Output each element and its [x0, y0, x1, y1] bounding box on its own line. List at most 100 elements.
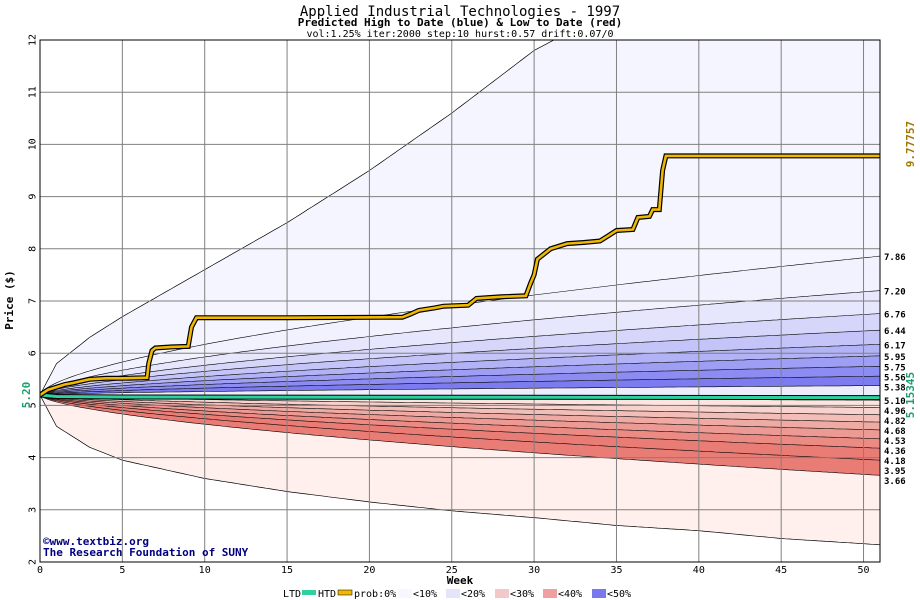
band-red-outer — [40, 395, 880, 545]
right-value-label: 5.75 — [884, 363, 906, 373]
band-blue-2 — [40, 313, 880, 395]
y-tick-label-9: 9 — [28, 194, 39, 200]
band-blue-4 — [40, 344, 880, 395]
htd-line — [40, 154, 880, 397]
band-red-7 — [40, 395, 880, 476]
legend-swatch-4 — [592, 589, 606, 598]
x-tick-label-5: 5 — [119, 565, 125, 576]
contour-line-14 — [40, 394, 880, 440]
start-price-label: 5.20 — [20, 382, 33, 409]
contour-line-17 — [40, 394, 880, 476]
contour-line-8 — [40, 385, 880, 396]
y-tick-label-11: 11 — [28, 86, 39, 98]
right-value-label: 3.95 — [884, 467, 906, 477]
band-blue-3 — [40, 330, 880, 395]
y-axis-label: Price ($) — [3, 270, 16, 330]
chart-params: vol:1.25% iter:2000 step:10 hurst:0.57 d… — [306, 29, 613, 40]
high-envelope-line — [40, 40, 555, 396]
plot-frame — [39, 39, 881, 563]
right-value-label: 4.53 — [884, 437, 906, 447]
footer-link[interactable]: ©www.textbiz.org — [43, 535, 149, 548]
y-tick-label-6: 6 — [28, 350, 39, 356]
legend-bin-2: <30% — [510, 589, 534, 600]
legend-htd-label: HTD — [318, 589, 336, 600]
band-red-2 — [40, 395, 880, 423]
right-value-label: 5.95 — [884, 353, 906, 363]
contour-line-4 — [40, 344, 880, 396]
band-blue-6 — [40, 366, 880, 395]
y-tick-label-7: 7 — [28, 298, 39, 304]
legend-bin-0: <10% — [413, 589, 437, 600]
contour-line-16 — [40, 394, 880, 461]
right-value-label: 4.36 — [884, 447, 906, 457]
right-value-label: 7.20 — [884, 288, 906, 298]
contour-line-1 — [40, 290, 880, 396]
contour-line-6 — [40, 366, 880, 396]
x-tick-label-25: 25 — [446, 565, 458, 576]
band-blue-7 — [40, 376, 880, 395]
band-blue-5 — [40, 355, 880, 395]
right-value-label: 5.10 — [884, 397, 906, 407]
x-axis-label: Week — [447, 574, 474, 587]
right-value-label: 4.68 — [884, 427, 906, 437]
x-tick-label-40: 40 — [693, 565, 705, 576]
legend-bin-4: <50% — [607, 589, 631, 600]
right-value-label: 4.82 — [884, 417, 906, 427]
band-red-5 — [40, 395, 880, 449]
contour-line-5 — [40, 355, 880, 396]
legend-htd-swatch — [337, 589, 353, 596]
chart-title: Applied Industrial Technologies - 1997 — [300, 4, 620, 20]
right-value-label: 5.56 — [884, 373, 906, 383]
x-tick-label-50: 50 — [858, 565, 870, 576]
low-envelope-line — [40, 394, 880, 546]
contour-line-2 — [40, 313, 880, 396]
ltd-line — [40, 393, 880, 400]
legend-bin-3: <40% — [558, 589, 582, 600]
legend: LTD HTD prob:0% <10% <20% <30% <40% <50% — [283, 589, 631, 600]
contour-line-12 — [40, 394, 880, 423]
legend-ltd-label: LTD — [283, 589, 301, 600]
x-tick-label-30: 30 — [528, 565, 540, 576]
y-tick-label-10: 10 — [28, 138, 39, 150]
band-red-4 — [40, 395, 880, 439]
x-tick-label-15: 15 — [281, 565, 293, 576]
x-tick-label-0: 0 — [37, 565, 43, 576]
legend-swatch-0 — [398, 589, 412, 598]
band-blue-0 — [40, 256, 880, 395]
contour-line-11 — [40, 394, 880, 416]
legend-swatch-3 — [543, 589, 557, 598]
right-value-label: 6.76 — [884, 311, 906, 321]
right-value-label: 5.38 — [884, 383, 906, 393]
y-tick-label-5: 5 — [28, 402, 39, 408]
footer-org: The Research Foundation of SUNY — [43, 546, 249, 559]
y-tick-label-4: 4 — [28, 455, 39, 461]
right-value-label: 7.86 — [884, 253, 906, 263]
legend-ltd-swatch — [302, 590, 316, 595]
contour-line-15 — [40, 394, 880, 449]
right-value-label: 6.17 — [884, 341, 906, 351]
right-value-label: 4.96 — [884, 407, 906, 417]
band-red-3 — [40, 395, 880, 430]
x-tick-label-45: 45 — [775, 565, 787, 576]
plot-area: 0 5 10 15 20 25 30 35 40 45 50234567891011127.867.… — [28, 34, 907, 576]
legend-swatch-2 — [495, 589, 509, 598]
band-red-6 — [40, 395, 880, 461]
right-value-label: 3.66 — [884, 477, 906, 487]
y-tick-label-3: 3 — [28, 507, 39, 513]
y-tick-label-8: 8 — [28, 246, 39, 252]
htd-final-label: 9.77757 — [904, 121, 917, 167]
legend-swatch-1 — [446, 589, 460, 598]
contour-line-7 — [40, 375, 880, 396]
chart-subtitle: Predicted High to Date (blue) & Low to D… — [298, 16, 623, 29]
x-tick-label-35: 35 — [610, 565, 622, 576]
right-value-label: 6.44 — [884, 327, 906, 337]
x-tick-label-10: 10 — [199, 565, 211, 576]
band-blue-outer — [40, 40, 880, 395]
legend-bin-1: <20% — [461, 589, 485, 600]
legend-prob-label: prob:0% — [354, 589, 396, 600]
contour-line-13 — [40, 394, 880, 431]
x-tick-label-20: 20 — [363, 565, 375, 576]
right-value-label: 4.18 — [884, 457, 906, 467]
ltd-final-label: 5.15345 — [904, 372, 917, 418]
